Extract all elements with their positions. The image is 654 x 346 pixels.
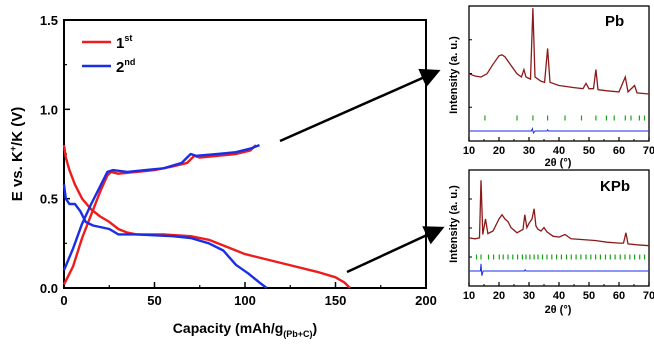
main-x-tick-label: 100 bbox=[234, 293, 256, 308]
pb-xrd-inset: 10 20 30 40 50 60 70 Pb 2θ (°) bbox=[463, 5, 654, 169]
kpb-difference-curve bbox=[469, 263, 649, 276]
kpb-x-tick-label: 30 bbox=[523, 290, 535, 302]
kpb-x-tick-label: 50 bbox=[583, 290, 595, 302]
kpb-x-tick-label: 20 bbox=[493, 290, 505, 302]
intensity-axis-label-kpb: Intensity (a. u.) bbox=[448, 185, 460, 263]
kpb-x-tick-label: 60 bbox=[613, 290, 625, 302]
pb-x-tick-label: 10 bbox=[463, 145, 475, 157]
pb-difference-curve bbox=[469, 126, 649, 135]
pb-observed-pattern bbox=[468, 8, 650, 95]
main-axis-ticks: 0 50 100 150 200 0.0 0.5 1.0 1.5 bbox=[40, 13, 437, 308]
series-1-charge-curve bbox=[62, 144, 257, 285]
kpb-axis-ticks: 10 20 30 40 50 60 70 bbox=[463, 198, 654, 302]
main-y-axis-label: E vs. K+/K (V) bbox=[8, 107, 26, 201]
legend-label-2nd: 2nd bbox=[116, 57, 135, 76]
arrow-to-pb-pattern bbox=[279, 68, 441, 143]
arrow-to-kpb-pattern bbox=[346, 226, 445, 274]
kpb-x-tick-label: 70 bbox=[643, 290, 654, 302]
main-y-tick-label: 0.5 bbox=[40, 192, 58, 207]
pb-title: Pb bbox=[605, 13, 624, 30]
main-y-tick-label: 1.0 bbox=[40, 102, 58, 117]
pb-x-tick-label: 50 bbox=[583, 145, 595, 157]
main-x-axis-label: Capacity (mAh/g(Pb+C)) bbox=[173, 320, 317, 339]
pb-x-tick-label: 70 bbox=[643, 145, 654, 157]
main-chart: 0 50 100 150 200 0.0 0.5 1.0 1.5 1st 2nd Capacit… bbox=[8, 13, 437, 339]
main-x-tick-label: 150 bbox=[325, 293, 347, 308]
main-x-tick-label: 0 bbox=[60, 293, 67, 308]
pb-x-tick-label: 60 bbox=[613, 145, 625, 157]
pb-axis-ticks: 10 20 30 40 50 60 70 bbox=[463, 39, 654, 157]
pb-x-tick-label: 20 bbox=[493, 145, 505, 157]
legend-label-1st: 1st bbox=[116, 33, 132, 52]
kpb-x-axis-label: 2θ (°) bbox=[545, 304, 572, 316]
kpb-title: KPb bbox=[600, 178, 630, 195]
main-x-tick-label: 50 bbox=[147, 293, 161, 308]
pb-x-axis-label: 2θ (°) bbox=[545, 157, 572, 169]
pb-x-tick-label: 30 bbox=[523, 145, 535, 157]
main-y-tick-label: 1.5 bbox=[40, 13, 58, 28]
kpb-x-tick-label: 10 bbox=[463, 290, 475, 302]
main-series bbox=[62, 143, 351, 289]
series-1-discharge-curve bbox=[62, 144, 351, 289]
main-legend: 1st 2nd bbox=[82, 33, 135, 76]
series-2-discharge-curve bbox=[62, 184, 268, 289]
kpb-x-tick-label: 40 bbox=[553, 290, 565, 302]
pb-series bbox=[468, 8, 650, 135]
pb-x-tick-label: 40 bbox=[553, 145, 565, 157]
kpb-xrd-inset: 10 20 30 40 50 60 70 KPb 2θ (°) bbox=[463, 169, 654, 316]
intensity-axis-label: Intensity (a. u.) bbox=[448, 36, 460, 114]
main-y-tick-label: 0.0 bbox=[40, 281, 58, 296]
kpb-series bbox=[468, 180, 650, 276]
kpb-observed-pattern bbox=[468, 180, 650, 247]
main-x-tick-label: 200 bbox=[415, 293, 437, 308]
series-2-charge-curve bbox=[62, 143, 260, 271]
